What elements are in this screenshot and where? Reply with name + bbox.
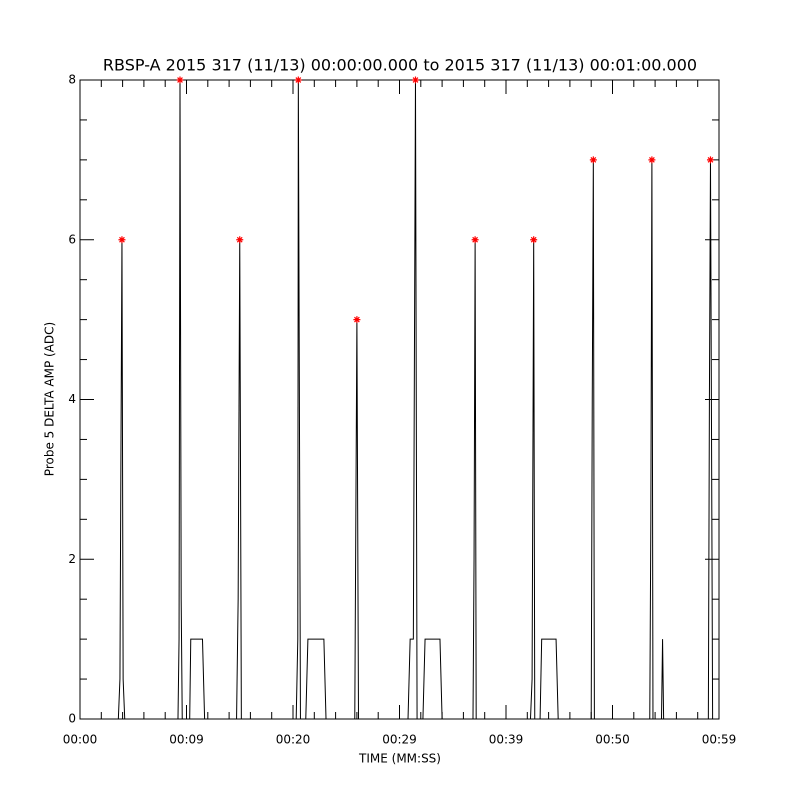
- x-tick-label: 00:09: [169, 733, 204, 747]
- peak-marker: [530, 236, 538, 244]
- x-tick-label: 00:50: [595, 733, 630, 747]
- x-tick-label: 00:00: [63, 733, 98, 747]
- peak-marker: [589, 156, 597, 164]
- peak-marker: [236, 236, 244, 244]
- y-tick-label: 0: [68, 712, 76, 726]
- y-tick-label: 6: [68, 232, 76, 246]
- x-axis-label: TIME (MM:SS): [358, 752, 441, 766]
- peak-marker: [353, 316, 361, 324]
- peak-marker: [118, 236, 126, 244]
- data-line: [80, 79, 714, 720]
- x-tick-label: 00:59: [702, 733, 737, 747]
- chart-title: RBSP-A 2015 317 (11/13) 00:00:00.000 to …: [103, 56, 697, 75]
- y-tick-label: 2: [68, 552, 76, 566]
- x-tick-label: 00:20: [276, 733, 311, 747]
- peak-marker: [411, 76, 419, 84]
- peak-marker: [648, 156, 656, 164]
- peak-marker: [176, 76, 184, 84]
- peak-marker: [294, 76, 302, 84]
- y-tick-label: 4: [68, 392, 76, 406]
- y-axis-label: Probe 5 DELTA AMP (ADC): [43, 322, 57, 476]
- y-tick-label: 8: [68, 73, 76, 87]
- x-tick-label: 00:29: [382, 733, 417, 747]
- x-tick-label: 00:39: [489, 733, 524, 747]
- peak-marker: [706, 156, 714, 164]
- peak-marker: [471, 236, 479, 244]
